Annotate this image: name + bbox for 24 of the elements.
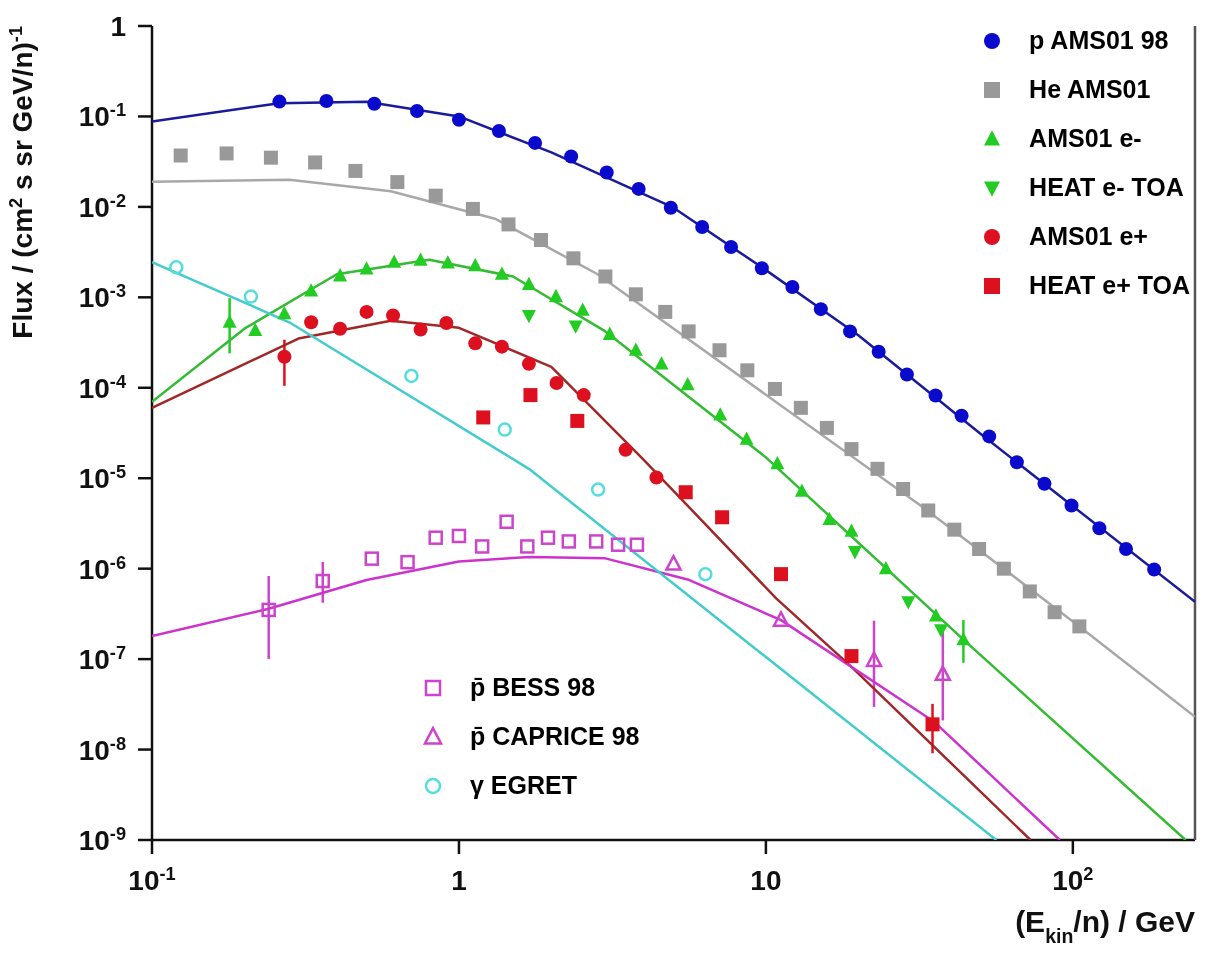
legend-label: γ EGRET bbox=[470, 770, 577, 801]
x-tick-label: 10 bbox=[750, 865, 782, 896]
legend-label: AMS01 e- bbox=[1029, 123, 1142, 154]
y-tick-label: 10$^{-6}$ bbox=[78, 552, 126, 585]
legend-label: HEAT e+ TOA bbox=[1029, 270, 1190, 301]
y-tick-label: 10$^{-7}$ bbox=[78, 643, 126, 676]
y-tick-label: 10$^{-2}$ bbox=[78, 190, 126, 223]
y-tick-label: 10$^{-4}$ bbox=[78, 371, 127, 404]
y-tick-label: 10$^{-1}$ bbox=[78, 100, 126, 133]
x-tick-label: 10$^{2}$ bbox=[1052, 864, 1094, 896]
legend-label: AMS01 e+ bbox=[1029, 221, 1148, 252]
y-tick-label: 10$^{-5}$ bbox=[78, 462, 126, 495]
legend-label: p AMS01 98 bbox=[1029, 25, 1169, 56]
x-tick-label: 1 bbox=[451, 865, 467, 896]
y-tick-label: 10$^{-3}$ bbox=[78, 281, 126, 314]
y-tick-label: 1 bbox=[110, 11, 126, 42]
legend-label: He AMS01 bbox=[1029, 74, 1151, 105]
legend-label: p̄ BESS 98 bbox=[470, 672, 596, 703]
y-tick-label: 10$^{-9}$ bbox=[78, 824, 126, 856]
x-tick-label: 10$^{-1}$ bbox=[128, 864, 176, 896]
x-axis-title: (E$_{kin}$/n) / GeV bbox=[1015, 905, 1195, 947]
y-tick-label: 10$^{-8}$ bbox=[78, 733, 126, 766]
legend-label: HEAT e- TOA bbox=[1029, 172, 1184, 203]
legend-label: p̄ CAPRICE 98 bbox=[470, 721, 640, 752]
